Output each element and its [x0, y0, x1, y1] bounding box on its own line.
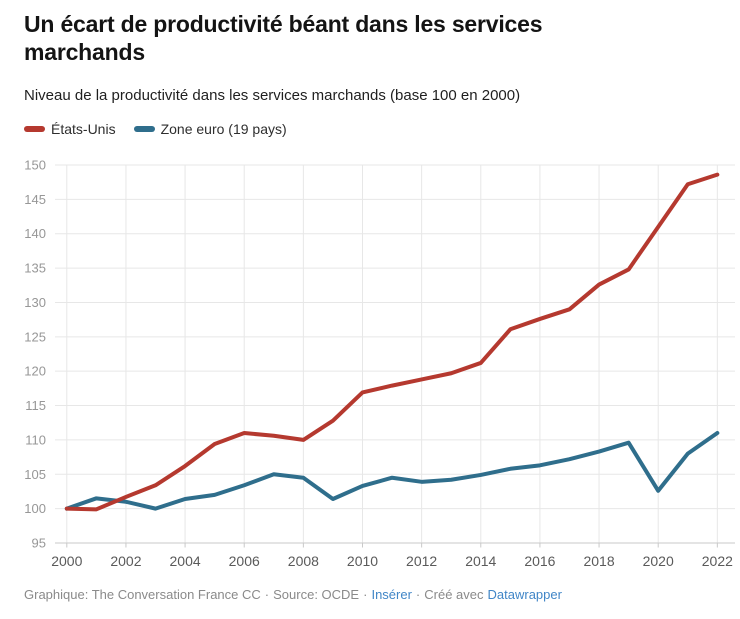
legend: États-Unis Zone euro (19 pays)	[24, 120, 287, 138]
footer-created-with: Créé avec	[424, 587, 484, 602]
svg-text:135: 135	[24, 261, 46, 276]
svg-text:2000: 2000	[51, 553, 82, 569]
svg-text:140: 140	[24, 226, 46, 241]
footer: Graphique: The Conversation France CC · So…	[24, 586, 562, 603]
svg-text:2006: 2006	[229, 553, 260, 569]
svg-text:150: 150	[24, 158, 46, 173]
footer-credit: Graphique: The Conversation France CC	[24, 587, 261, 602]
svg-text:2012: 2012	[406, 553, 437, 569]
svg-text:145: 145	[24, 192, 46, 207]
svg-text:2004: 2004	[170, 553, 201, 569]
svg-text:130: 130	[24, 295, 46, 310]
legend-label-zone-euro: Zone euro (19 pays)	[160, 121, 287, 137]
footer-separator: ·	[415, 587, 421, 602]
legend-label-etats-unis: États-Unis	[51, 121, 116, 137]
svg-text:110: 110	[25, 432, 46, 447]
legend-item-zone-euro: Zone euro (19 pays)	[133, 120, 287, 138]
chart-title: Un écart de productivité béant dans les …	[24, 11, 543, 65]
svg-text:115: 115	[25, 398, 46, 413]
footer-separator: ·	[264, 587, 270, 602]
legend-swatch-etats-unis	[24, 126, 45, 132]
svg-text:2022: 2022	[702, 553, 733, 569]
svg-text:2010: 2010	[347, 553, 378, 569]
embed-link[interactable]: Insérer	[371, 587, 412, 602]
footer-source: Source: OCDE	[273, 587, 360, 602]
svg-text:95: 95	[32, 535, 46, 550]
svg-text:2018: 2018	[583, 553, 614, 569]
svg-text:2008: 2008	[288, 553, 319, 569]
svg-text:120: 120	[24, 364, 46, 379]
footer-separator: ·	[363, 587, 368, 602]
svg-text:2016: 2016	[524, 553, 555, 569]
legend-swatch-zone-euro	[133, 126, 155, 132]
chart-canvas[interactable]: 95 100 105 110 115 120 125 130 135 140 145 150 2000 2…	[0, 150, 740, 585]
svg-text:100: 100	[24, 501, 46, 516]
svg-text:2014: 2014	[465, 553, 496, 569]
svg-text:2020: 2020	[643, 553, 674, 569]
datawrapper-link[interactable]: Datawrapper	[487, 587, 562, 602]
legend-item-etats-unis: États-Unis	[24, 120, 116, 138]
chart-subtitle: Niveau de la productivité dans les servi…	[24, 87, 521, 104]
svg-text:2002: 2002	[110, 553, 141, 569]
svg-text:105: 105	[24, 467, 46, 482]
svg-text:125: 125	[24, 329, 46, 344]
